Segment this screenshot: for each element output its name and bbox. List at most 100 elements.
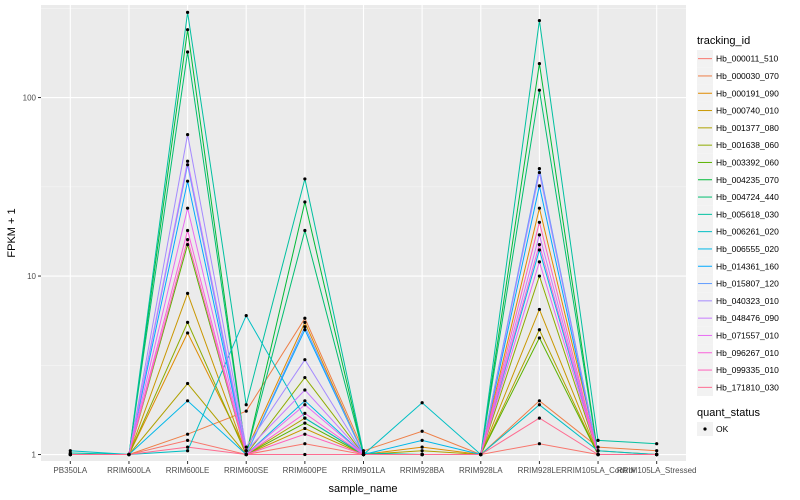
y-tick-label: 10: [27, 272, 36, 281]
data-point-Hb_099335_010: [303, 432, 307, 436]
x-axis: PB350LA RRIM600LA RRIM600LE RRIM600SE RRIM60…: [53, 461, 696, 475]
data-point-Hb_171810_030: [479, 452, 483, 457]
data-point-Hb_006261_020: [68, 449, 72, 453]
data-point-Hb_014361_160: [537, 184, 542, 188]
x-axis-title: sample_name: [328, 483, 397, 495]
y-tick-label: 100: [23, 94, 37, 103]
data-point-Hb_005618_030: [303, 177, 307, 181]
data-point-Hb_000740_010: [303, 426, 307, 431]
x-tick-label: RRIM901LA: [342, 466, 386, 475]
data-point-Hb_171810_030: [185, 445, 190, 449]
legend-label: Hb_001377_080: [716, 123, 779, 133]
data-point-Hb_048476_090: [185, 159, 190, 163]
data-point-Hb_000740_010: [537, 307, 542, 312]
data-point-Hb_171810_030: [537, 416, 542, 420]
data-point-Hb_000030_070: [185, 432, 190, 436]
data-point-Hb_005618_030: [244, 403, 248, 407]
data-point-Hb_004235_070: [537, 61, 542, 66]
legend-label: Hb_071557_010: [716, 330, 779, 340]
data-point-Hb_171810_030: [244, 452, 248, 457]
data-point-Hb_096267_010: [537, 243, 542, 247]
data-point-Hb_000011_510: [185, 438, 190, 443]
legend-label: Hb_006555_020: [716, 244, 779, 254]
data-point-Hb_006261_020: [303, 416, 307, 420]
data-point-Hb_071557_010: [185, 206, 190, 210]
data-point-Hb_004235_070: [185, 28, 190, 32]
x-tick-label: RRIM600LA: [107, 466, 151, 475]
data-point-Hb_000030_070: [596, 445, 600, 449]
data-point-Hb_006261_020: [185, 449, 190, 453]
legend-label: Hb_001638_060: [716, 140, 779, 150]
legend-label: Hb_005618_030: [716, 209, 779, 219]
x-tick-label: RRIM600SE: [224, 466, 268, 475]
data-point-Hb_006261_020: [420, 401, 424, 405]
data-point-Hb_004235_070: [303, 200, 307, 204]
data-point-Hb_003392_060: [303, 421, 307, 425]
legend-label: Hb_000740_010: [716, 106, 779, 116]
data-point-Hb_001638_060: [185, 320, 190, 324]
data-point-Hb_040323_010: [303, 358, 307, 362]
x-tick-label: RRIM928BA: [400, 466, 445, 475]
data-point-Hb_171810_030: [420, 452, 424, 457]
data-point-Hb_006555_020: [420, 438, 424, 443]
data-point-Hb_000191_090: [303, 320, 307, 324]
data-point-Hb_001638_060: [537, 274, 542, 278]
data-point-Hb_171810_030: [68, 452, 72, 457]
data-point-Hb_014361_160: [185, 179, 190, 183]
data-point-Hb_000030_070: [655, 449, 659, 453]
data-point-Hb_096267_010: [185, 228, 190, 233]
data-point-Hb_099335_010: [185, 238, 190, 242]
data-point-Hb_000191_090: [537, 206, 542, 210]
data-point-Hb_071557_010: [303, 403, 307, 407]
data-point-Hb_000030_070: [537, 399, 542, 403]
data-point-Hb_003392_060: [537, 336, 542, 340]
data-point-Hb_048476_090: [303, 388, 307, 392]
data-point-Hb_006261_020: [244, 314, 248, 318]
legend-label: Hb_015807_120: [716, 279, 779, 289]
data-point-Hb_048476_090: [537, 233, 542, 237]
legend-label: Hb_040323_010: [716, 296, 779, 306]
legend-label: Hb_006261_020: [716, 227, 779, 237]
legend-label: Hb_003392_060: [716, 157, 779, 167]
data-point-Hb_171810_030: [303, 452, 307, 457]
x-tick-label: RRIM928LE: [518, 466, 562, 475]
data-point-Hb_004724_440: [185, 50, 190, 54]
legend-label: Hb_004724_440: [716, 192, 779, 202]
data-point-Hb_006261_020: [596, 449, 600, 453]
y-tick-label: 1: [32, 451, 37, 460]
data-point-Hb_171810_030: [127, 452, 131, 457]
data-point-Hb_015807_120: [185, 163, 190, 167]
data-point-Hb_000030_070: [361, 449, 366, 453]
data-point-Hb_040323_010: [244, 445, 248, 449]
data-point-Hb_001377_080: [420, 449, 424, 453]
data-point-Hb_001377_080: [185, 381, 190, 386]
data-point-Hb_006555_020: [185, 399, 190, 403]
legend-label: Hb_099335_010: [716, 365, 779, 375]
data-points: [68, 10, 659, 457]
data-point-Hb_001377_080: [537, 328, 542, 332]
legend-label: Hb_048476_090: [716, 313, 779, 323]
data-point-Hb_015807_120: [537, 166, 542, 171]
y-axis-title: FPKM + 1: [6, 208, 18, 257]
x-tick-label: RRIM600PE: [283, 466, 327, 475]
shape-legend: quant_status OK: [697, 407, 760, 436]
data-point-Hb_040323_010: [185, 133, 190, 137]
x-tick-label: RRIM105LA_Control: [561, 466, 635, 475]
data-point-Hb_171810_030: [596, 452, 600, 457]
data-point-Hb_096267_010: [303, 411, 307, 416]
data-point-Hb_003392_060: [185, 243, 190, 247]
shape-legend-point: [703, 427, 707, 431]
x-tick-label: RRIM928LA: [459, 466, 503, 475]
data-point-Hb_006555_020: [303, 399, 307, 403]
data-point-Hb_006261_020: [537, 403, 542, 407]
data-point-Hb_071557_010: [537, 260, 542, 264]
data-point-Hb_040323_010: [537, 170, 542, 175]
color-legend: tracking_id Hb_000011_510 Hb_000030_070 Hb…: [697, 35, 779, 396]
shape-legend-title: quant_status: [697, 407, 760, 419]
data-point-Hb_015807_120: [303, 325, 307, 329]
legend-label: Hb_171810_030: [716, 382, 779, 392]
data-point-Hb_048476_090: [244, 449, 248, 453]
data-point-Hb_000011_510: [303, 442, 307, 446]
data-point-Hb_000191_090: [185, 331, 190, 335]
